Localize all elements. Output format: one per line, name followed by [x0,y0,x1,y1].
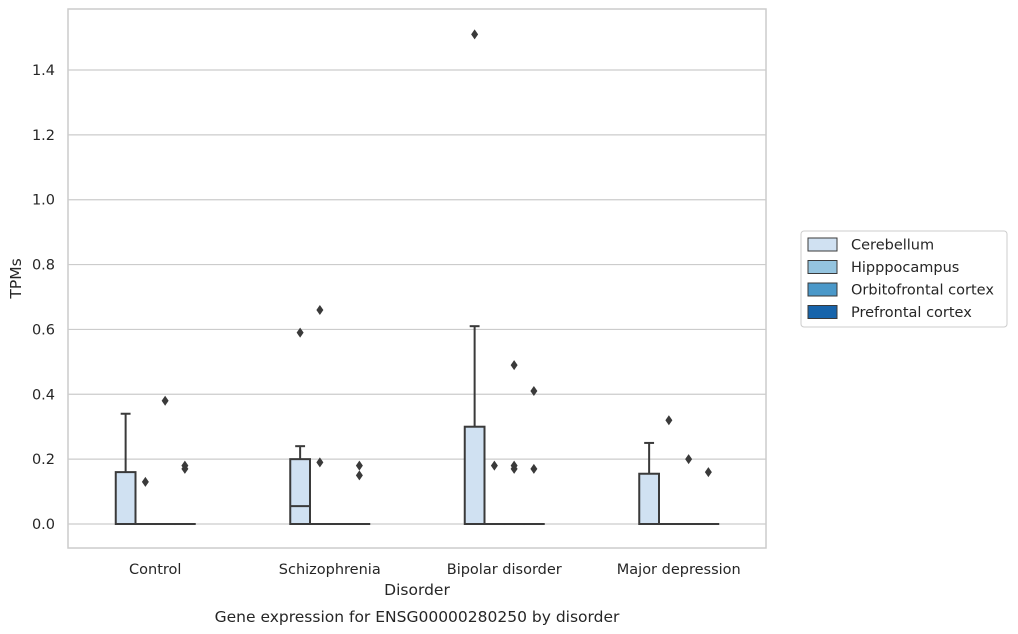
box-body [114,471,137,526]
legend-items: Cerebellum Hipppocampus Orbitofrontal cort… [807,237,994,321]
box-0-3 [638,441,660,526]
box-1-2 [483,460,506,526]
outlier-point [530,386,538,397]
legend-label: Hipppocampus [851,260,959,276]
x-tick-label: Control [129,562,181,578]
outlier-point [510,360,518,371]
y-tick-label: 0.8 [32,258,55,274]
box-3-0 [174,460,196,526]
y-tick-label: 1.4 [32,63,55,79]
outlier-point [490,460,498,471]
outlier-point [181,463,189,474]
outlier-point [685,454,693,465]
box-3-2 [523,386,545,526]
box-0-2 [463,29,486,526]
plot-frame [67,8,767,549]
outlier-point [704,467,712,478]
outlier-point [161,395,169,406]
x-tick-label: Schizophrenia [279,562,381,578]
outlier-point [355,460,363,471]
legend-swatch [807,305,838,319]
x-tick-labels: Control Schizophrenia Bipolar disorder Majo… [129,562,741,578]
box-body [463,425,486,526]
legend-swatch [807,237,838,252]
y-tick-label: 1.2 [32,128,55,144]
outlier-point [296,327,304,338]
outlier-point [471,29,479,40]
box-layer [114,29,720,526]
legend-swatch [807,282,838,297]
outlier-point [316,457,324,468]
y-tick-label: 0.0 [32,517,55,533]
legend-label: Orbitofrontal cortex [851,283,994,299]
box-body [638,472,660,526]
y-tick-label: 1.0 [32,193,55,209]
y-tick-labels: 0.0 0.2 0.4 0.6 0.8 1.0 1.2 1.4 [32,63,55,533]
box-1-1 [309,304,331,526]
legend: Cerebellum Hipppocampus Orbitofrontal cort… [800,230,1008,328]
legend-swatch [807,260,838,274]
outlier-point [510,463,518,474]
x-tick-label: Major depression [617,562,741,578]
y-tick-label: 0.2 [32,452,55,468]
box-2-0 [154,395,176,526]
legend-frame [800,230,1008,328]
legend-label: Cerebellum [851,238,934,254]
box-2-2 [503,360,525,526]
box-body [289,458,311,525]
outlier-point [141,476,149,487]
y-tick-label: 0.6 [32,322,55,338]
x-tick-label: Bipolar disorder [447,562,562,578]
box-3-3 [697,467,720,526]
y-axis-label: TPMs [7,258,25,299]
outlier-point [316,304,324,315]
outlier-point [665,415,673,426]
chart-caption: Gene expression for ENSG00000280250 by d… [215,608,620,626]
grid-lines [68,69,766,525]
outlier-point [355,470,363,481]
y-tick-label: 0.4 [32,387,55,403]
box-3-1 [348,460,371,526]
legend-label: Prefrontal cortex [851,305,972,321]
box-0-1 [289,327,311,525]
box-1-0 [134,476,157,526]
box-1-3 [658,415,680,526]
box-2-3 [677,454,700,526]
box-0-0 [114,412,137,526]
x-axis-label: Disorder [384,581,450,599]
outlier-point [530,463,538,474]
